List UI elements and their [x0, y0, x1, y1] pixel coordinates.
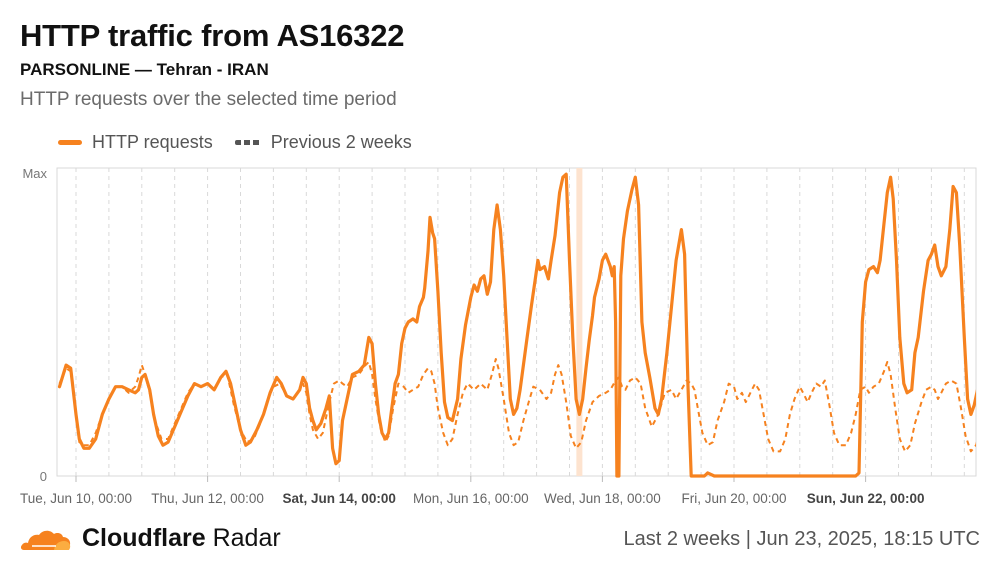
time-range-info: Last 2 weeks | Jun 23, 2025, 18:15 UTC — [623, 528, 980, 551]
chart-legend: HTTP requests Previous 2 weeks — [58, 132, 434, 153]
y-tick-max: Max — [22, 166, 47, 181]
line-chart: Max 0 Tue, Jun 10, 00:00 Thu, Jun 12, 00:00… — [20, 166, 977, 506]
brand-name: Cloudflare Radar — [82, 524, 281, 552]
legend-label-current: HTTP requests — [92, 132, 213, 152]
cloudflare-radar-logo[interactable]: Cloudflare Radar — [20, 524, 281, 553]
x-tick-label: Fri, Jun 20, 00:00 — [681, 491, 786, 506]
legend-item-previous[interactable]: Previous 2 weeks — [234, 132, 412, 153]
timestamp: Jun 23, 2025, 18:15 UTC — [756, 528, 980, 550]
series-line-current — [57, 172, 976, 478]
x-tick-label: Mon, Jun 16, 00:00 — [413, 491, 529, 506]
cloudflare-cloud-icon — [20, 530, 71, 550]
legend-swatch-current — [58, 140, 82, 145]
x-tick-label: Thu, Jun 12, 00:00 — [151, 491, 264, 506]
legend-label-previous: Previous 2 weeks — [270, 132, 412, 152]
x-tick-label: Tue, Jun 10, 00:00 — [20, 491, 132, 506]
legend-item-current[interactable]: HTTP requests — [58, 132, 213, 153]
separator: | — [745, 528, 751, 550]
legend-swatch-previous — [234, 140, 261, 145]
x-tick-label: Wed, Jun 18, 00:00 — [544, 491, 661, 506]
chart-subtitle: PARSONLINE — Tehran - IRAN — [20, 60, 269, 79]
x-tick-label: Sun, Jun 22, 00:00 — [807, 491, 925, 506]
x-tick-label: Sat, Jun 14, 00:00 — [283, 491, 396, 506]
chart-title: HTTP traffic from AS16322 — [20, 18, 405, 53]
y-tick-zero: 0 — [40, 469, 47, 484]
time-range-label: Last 2 weeks — [623, 528, 741, 550]
highlight-band — [576, 168, 583, 476]
plot-frame — [56, 167, 977, 477]
chart-description: HTTP requests over the selected time per… — [20, 89, 397, 110]
